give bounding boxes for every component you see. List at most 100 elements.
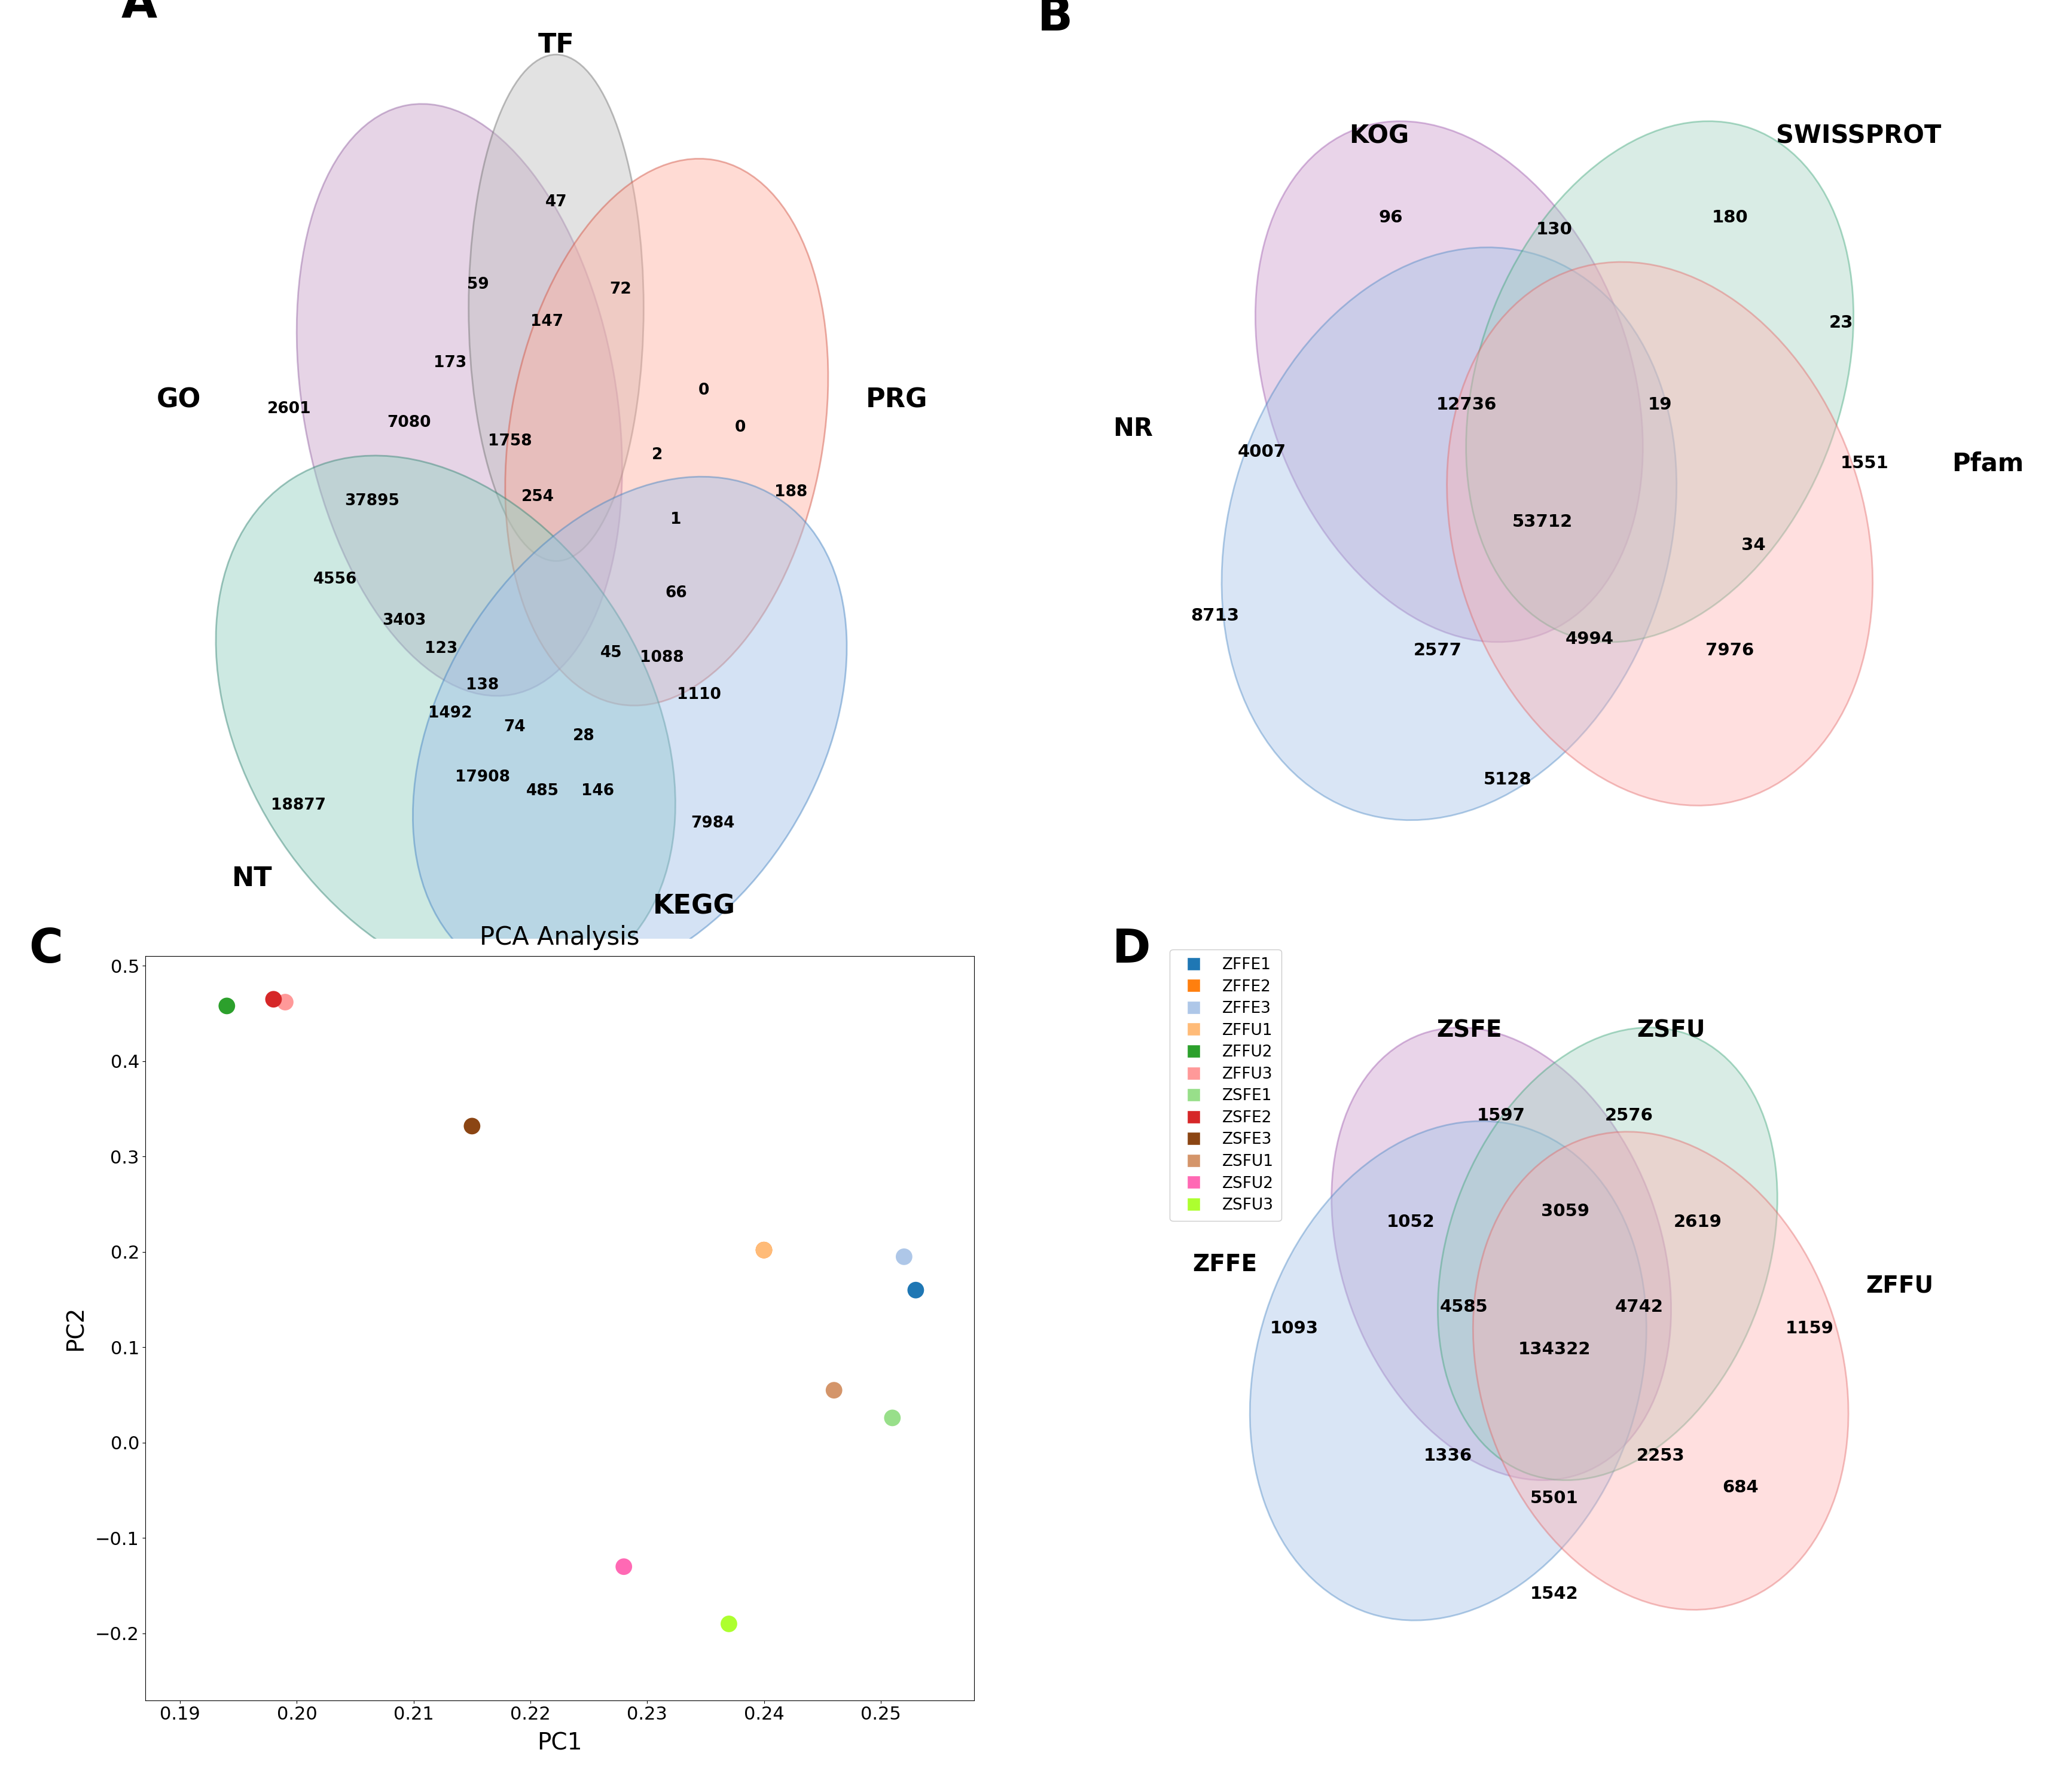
- Text: PRG: PRG: [866, 388, 928, 413]
- Text: 12736: 12736: [1436, 397, 1496, 413]
- Text: 72: 72: [609, 282, 632, 298]
- Text: 53712: 53712: [1513, 514, 1573, 531]
- Text: 0: 0: [698, 383, 709, 398]
- Text: D: D: [1113, 926, 1150, 972]
- Text: NT: NT: [232, 866, 271, 891]
- Text: 1758: 1758: [487, 434, 533, 450]
- Text: ZSFU: ZSFU: [1637, 1020, 1705, 1041]
- Text: 485: 485: [526, 783, 559, 799]
- Point: [607, 1553, 640, 1582]
- Text: 3059: 3059: [1539, 1203, 1589, 1220]
- Point: [257, 985, 290, 1013]
- Text: 17908: 17908: [456, 770, 510, 785]
- Point: [713, 1610, 746, 1638]
- Title: PCA Analysis: PCA Analysis: [479, 924, 640, 949]
- Text: ZSFE: ZSFE: [1436, 1020, 1502, 1041]
- Text: 19: 19: [1647, 397, 1672, 413]
- Text: 2253: 2253: [1637, 1447, 1685, 1465]
- Point: [816, 1376, 850, 1404]
- Text: 138: 138: [466, 678, 499, 692]
- Text: 1336: 1336: [1423, 1447, 1471, 1465]
- Point: [748, 1236, 781, 1264]
- Text: 2577: 2577: [1413, 643, 1461, 659]
- Ellipse shape: [1473, 1132, 1848, 1610]
- Ellipse shape: [1438, 1027, 1778, 1481]
- Text: GO: GO: [155, 388, 201, 413]
- Text: 7976: 7976: [1705, 643, 1753, 659]
- Text: 1110: 1110: [678, 687, 721, 703]
- Ellipse shape: [1256, 120, 1643, 643]
- Text: 1: 1: [669, 512, 682, 528]
- Text: 5128: 5128: [1484, 770, 1531, 788]
- Legend: ZFFE1, ZFFE2, ZFFE3, ZFFU1, ZFFU2, ZFFU3, ZSFE1, ZSFE2, ZSFE3, ZSFU1, ZSFU2, ZSF: ZFFE1, ZFFE2, ZFFE3, ZFFU1, ZFFU2, ZFFU3…: [1169, 949, 1280, 1220]
- Text: B: B: [1036, 0, 1071, 41]
- Point: [209, 992, 242, 1020]
- Text: 1093: 1093: [1270, 1319, 1318, 1337]
- Ellipse shape: [1249, 1121, 1645, 1620]
- Text: 1542: 1542: [1529, 1585, 1579, 1603]
- Text: 96: 96: [1378, 209, 1403, 227]
- Text: ZFFU: ZFFU: [1865, 1275, 1933, 1296]
- Text: Pfam: Pfam: [1952, 452, 2022, 476]
- Text: 1492: 1492: [429, 705, 472, 721]
- Text: NR: NR: [1113, 416, 1152, 441]
- Text: 45: 45: [601, 645, 622, 661]
- Ellipse shape: [1446, 262, 1873, 806]
- Text: SWISSPROT: SWISSPROT: [1776, 124, 1941, 149]
- Text: A: A: [122, 0, 157, 27]
- Text: C: C: [29, 926, 62, 972]
- Text: 7984: 7984: [690, 816, 733, 831]
- Text: KOG: KOG: [1349, 124, 1409, 149]
- Text: 147: 147: [530, 313, 564, 329]
- Text: 34: 34: [1740, 537, 1765, 554]
- Text: 188: 188: [775, 483, 808, 499]
- Text: 7080: 7080: [387, 414, 431, 430]
- Ellipse shape: [1330, 1027, 1670, 1481]
- Text: 3403: 3403: [381, 613, 427, 629]
- Text: 130: 130: [1535, 221, 1573, 237]
- Text: 1597: 1597: [1477, 1107, 1525, 1125]
- Text: 23: 23: [1830, 315, 1852, 331]
- Point: [899, 1275, 932, 1303]
- Text: 4007: 4007: [1237, 443, 1287, 460]
- Text: ZFFE: ZFFE: [1191, 1254, 1258, 1275]
- Ellipse shape: [468, 55, 644, 561]
- Text: 684: 684: [1722, 1479, 1757, 1496]
- Text: 28: 28: [572, 728, 595, 744]
- Ellipse shape: [506, 159, 829, 705]
- Text: 2601: 2601: [267, 402, 311, 416]
- Y-axis label: PC2: PC2: [64, 1305, 87, 1351]
- Text: 47: 47: [545, 195, 568, 209]
- Text: 37895: 37895: [344, 494, 400, 508]
- Text: 2576: 2576: [1604, 1107, 1653, 1125]
- Text: KEGG: KEGG: [653, 894, 736, 919]
- Text: 4742: 4742: [1614, 1298, 1664, 1316]
- Text: 8713: 8713: [1191, 607, 1239, 623]
- Text: 180: 180: [1711, 209, 1747, 227]
- Text: TF: TF: [539, 32, 574, 58]
- Ellipse shape: [296, 104, 622, 696]
- Text: 4994: 4994: [1564, 630, 1614, 648]
- Text: 66: 66: [665, 586, 686, 600]
- Text: 5501: 5501: [1529, 1489, 1579, 1507]
- Text: 1052: 1052: [1386, 1213, 1434, 1231]
- Point: [748, 1236, 781, 1264]
- Point: [269, 988, 303, 1017]
- Text: 1159: 1159: [1784, 1319, 1834, 1337]
- Point: [456, 1112, 489, 1141]
- Text: 4556: 4556: [313, 572, 356, 588]
- Text: 0: 0: [736, 420, 746, 436]
- Text: 134322: 134322: [1517, 1341, 1591, 1358]
- X-axis label: PC1: PC1: [537, 1732, 582, 1755]
- Text: 74: 74: [503, 719, 526, 735]
- Ellipse shape: [1465, 120, 1852, 643]
- Text: 1088: 1088: [640, 650, 684, 666]
- Text: 4585: 4585: [1440, 1298, 1488, 1316]
- Text: 123: 123: [425, 641, 458, 657]
- Text: 2619: 2619: [1674, 1213, 1722, 1231]
- Point: [887, 1243, 920, 1272]
- Ellipse shape: [1220, 248, 1676, 820]
- Text: 254: 254: [522, 489, 553, 505]
- Text: 173: 173: [433, 356, 466, 370]
- Ellipse shape: [215, 455, 675, 988]
